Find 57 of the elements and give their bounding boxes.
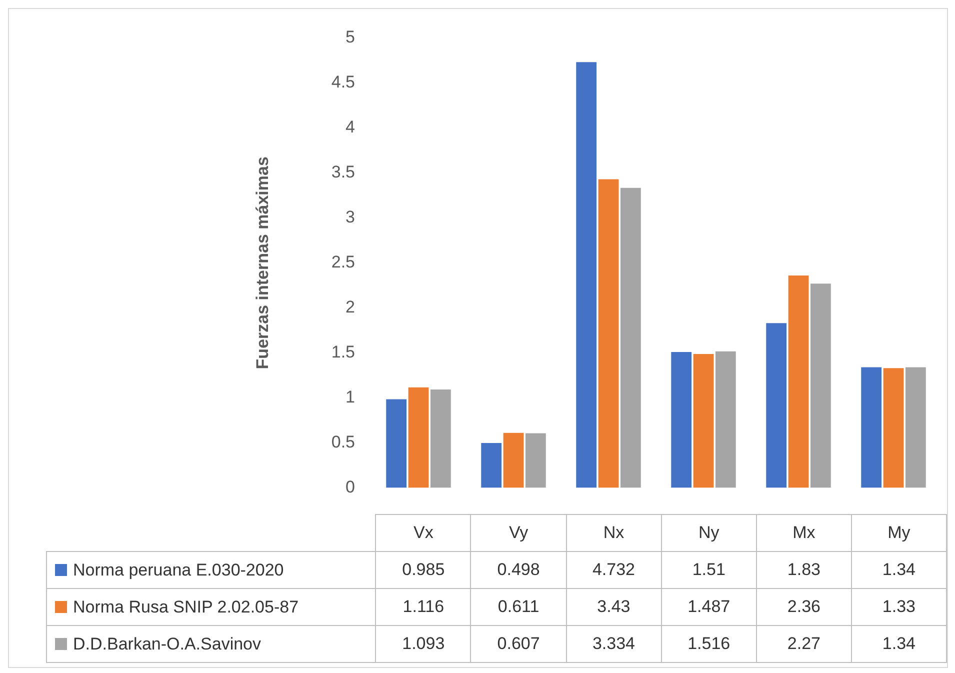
- y-tick-label: 2.5: [331, 252, 355, 272]
- bar: [620, 188, 641, 488]
- bar: [598, 179, 619, 488]
- x-tick-label: Nx: [566, 514, 662, 552]
- data-label: 1.116: [376, 588, 471, 626]
- legend-label: D.D.Barkan-O.A.Savinov: [73, 634, 262, 654]
- y-tick-label: 3: [346, 208, 355, 227]
- bar: [525, 433, 546, 488]
- bar: [408, 387, 429, 488]
- bar: [905, 367, 926, 488]
- y-tick-label: 1: [346, 388, 355, 407]
- data-label: 1.33: [851, 588, 946, 626]
- bar: [883, 368, 904, 488]
- y-tick-label: 2: [346, 298, 355, 317]
- data-label: 1.093: [376, 626, 471, 662]
- data-label: 1.83: [756, 552, 852, 588]
- bar: [693, 354, 714, 488]
- bar: [810, 284, 831, 488]
- data-label: 1.34: [851, 552, 946, 588]
- bar: [715, 351, 736, 488]
- data-label: 3.334: [566, 626, 662, 662]
- bar: [386, 399, 407, 488]
- data-label: 1.34: [851, 626, 946, 662]
- y-tick-label: 3.5: [331, 162, 355, 182]
- y-tick-label: 1.5: [331, 342, 355, 362]
- y-tick-label: 5: [346, 28, 355, 47]
- bar: [481, 443, 502, 488]
- data-label: 0.985: [376, 552, 471, 588]
- data-label: 0.498: [470, 552, 566, 588]
- bar: [576, 62, 597, 488]
- y-tick-label: 0.5: [331, 432, 355, 452]
- data-label: 2.36: [756, 588, 852, 626]
- bar: [766, 323, 787, 488]
- y-tick-label: 4.5: [331, 72, 355, 92]
- legend-label: Norma Rusa SNIP 2.02.05-87: [73, 597, 299, 616]
- data-label: 1.487: [661, 588, 756, 626]
- data-label: 3.43: [566, 588, 662, 626]
- data-label: 0.611: [470, 588, 566, 626]
- y-tick-label: 0: [346, 477, 355, 496]
- y-tick-label: 4: [346, 118, 355, 137]
- bar: [671, 352, 692, 488]
- bar: [430, 389, 451, 488]
- x-tick-label: Ny: [661, 514, 756, 552]
- bar: [861, 367, 882, 488]
- data-label: 0.607: [470, 626, 566, 662]
- x-tick-label: Vx: [376, 514, 471, 552]
- data-label: 1.51: [661, 552, 756, 588]
- data-label: 4.732: [566, 552, 662, 588]
- legend-label: Norma peruana E.030-2020: [73, 560, 284, 580]
- y-axis-title: Fuerzas internas máximas: [252, 156, 272, 370]
- bar: [788, 275, 809, 488]
- data-label: 1.516: [661, 626, 756, 662]
- data-label: 2.27: [756, 626, 852, 662]
- x-tick-label: My: [851, 514, 946, 552]
- x-tick-label: Mx: [756, 514, 852, 552]
- x-tick-label: Vy: [470, 514, 566, 552]
- bar: [503, 432, 524, 488]
